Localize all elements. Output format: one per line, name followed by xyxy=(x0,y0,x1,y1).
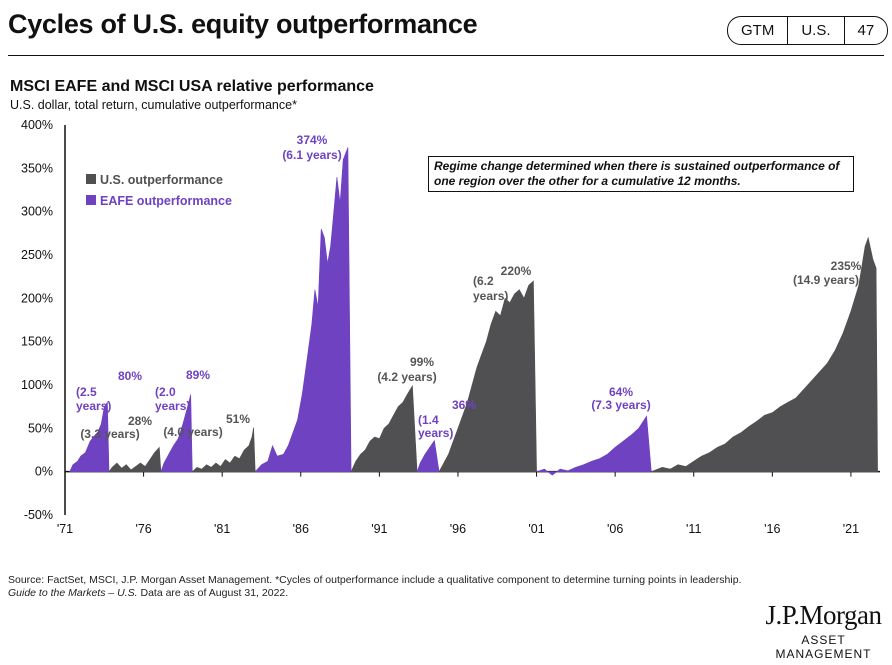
legend-swatch-eafe xyxy=(86,195,96,205)
badge-gtm: GTM xyxy=(741,22,775,39)
us-cycle-area-1979 xyxy=(191,427,256,472)
y-tick-label: 100% xyxy=(21,378,53,392)
x-tick-label: '16 xyxy=(764,522,780,536)
cycle-duration-label: (6.2 xyxy=(473,274,494,288)
cycle-duration-label: (2.0 xyxy=(155,385,176,399)
badge-region: U.S. xyxy=(787,17,843,44)
y-tick-label: 300% xyxy=(21,205,53,219)
page-title: Cycles of U.S. equity outperformance xyxy=(8,9,478,39)
relative-performance-chart: 400% 350% 300% 250% 200% 150% 100% 50% 0% -50% '71… xyxy=(21,118,880,536)
us-cycle-area-2008 xyxy=(651,236,878,472)
eafe-cycle-area-1983 xyxy=(254,147,352,472)
cycle-duration-label: (4.0 years) xyxy=(163,425,222,439)
x-tick-label: '96 xyxy=(450,522,466,536)
cycle-peak-label: 235% xyxy=(831,259,862,273)
regime-change-note: Regime change determined when there is s… xyxy=(428,156,854,192)
cycle-duration-label: years) xyxy=(155,399,190,413)
y-tick-label: 400% xyxy=(21,118,53,132)
y-tick-label: 350% xyxy=(21,161,53,175)
cycle-peak-label: 374% xyxy=(297,133,328,147)
x-tick-label: '06 xyxy=(607,522,623,536)
x-tick-label: '21 xyxy=(843,522,859,536)
legend-label-us: U.S. outperformance xyxy=(100,173,223,187)
source-footnote: Source: FactSet, MSCI, J.P. Morgan Asset… xyxy=(8,574,748,600)
cycle-peak-label: 64% xyxy=(609,385,633,399)
jpmorgan-logo: J.P.Morgan ASSET MANAGEMENT xyxy=(755,600,892,661)
cycle-duration-label: (2.5 xyxy=(76,385,97,399)
y-tick-label: 150% xyxy=(21,335,53,349)
guide-title: Guide to the Markets – U.S. xyxy=(8,587,138,599)
source-line-2: Guide to the Markets – U.S. Data are as … xyxy=(8,587,748,600)
cycle-peak-label: 99% xyxy=(410,355,434,369)
chart-title: MSCI EAFE and MSCI USA relative performa… xyxy=(10,78,374,95)
us-cycle-area-1995 xyxy=(438,280,537,472)
title-divider xyxy=(8,55,884,56)
eafe-cycle-area-1971 xyxy=(69,401,110,472)
logo-wordmark: J.P.Morgan xyxy=(765,600,882,630)
logo-subtitle: ASSET MANAGEMENT xyxy=(775,633,872,661)
cycle-peak-label: 28% xyxy=(128,414,152,428)
cycle-peak-label: 220% xyxy=(501,264,532,278)
cycle-duration-label: years) xyxy=(418,426,453,440)
cycle-duration-label: (14.9 years) xyxy=(793,273,859,287)
cycle-duration-label: (3.3 years) xyxy=(80,427,139,441)
legend-swatch-us xyxy=(86,174,96,184)
eafe-cycle-area-2001 xyxy=(536,415,652,476)
eafe-cycle-area-1977 xyxy=(160,394,193,472)
cycle-duration-label: years) xyxy=(473,289,508,303)
badge-page-number: 47 xyxy=(843,17,888,44)
cycle-peak-label: 89% xyxy=(186,368,210,382)
x-tick-label: '11 xyxy=(686,522,701,536)
us-cycle-area-1974 xyxy=(108,446,162,472)
y-tick-label: 50% xyxy=(28,421,53,435)
us-cycle-area-1989 xyxy=(350,384,418,472)
y-tick-label: -50% xyxy=(24,508,53,522)
x-tick-label: '91 xyxy=(371,522,387,536)
x-tick-label: '71 xyxy=(57,522,73,536)
x-tick-label: '01 xyxy=(528,522,544,536)
data-date: Data are as of August 31, 2022. xyxy=(137,587,289,599)
y-tick-label: 250% xyxy=(21,248,53,262)
legend-label-eafe: EAFE outperformance xyxy=(100,194,232,208)
cycle-peak-label: 51% xyxy=(226,412,250,426)
x-tick-label: '81 xyxy=(214,522,230,536)
cycle-duration-label: years) xyxy=(76,399,111,413)
eafe-cycle-area-1993 xyxy=(416,439,440,472)
y-tick-label: 200% xyxy=(21,291,53,305)
cycle-duration-label: (7.3 years) xyxy=(591,398,650,412)
x-tick-label: '86 xyxy=(293,522,309,536)
cycle-duration-label: (1.4 xyxy=(418,413,439,427)
badge-group: GTM U.S. 47 xyxy=(727,16,889,45)
source-line-1: Source: FactSet, MSCI, J.P. Morgan Asset… xyxy=(8,574,742,586)
cycle-peak-label: 36% xyxy=(452,398,476,412)
cycle-peak-label: 80% xyxy=(118,369,142,383)
y-tick-label: 0% xyxy=(35,465,53,479)
chart-subtitle: U.S. dollar, total return, cumulative ou… xyxy=(10,98,297,112)
cycle-duration-label: (6.1 years) xyxy=(282,148,341,162)
cycle-duration-label: (4.2 years) xyxy=(377,370,436,384)
x-tick-label: '76 xyxy=(135,522,151,536)
